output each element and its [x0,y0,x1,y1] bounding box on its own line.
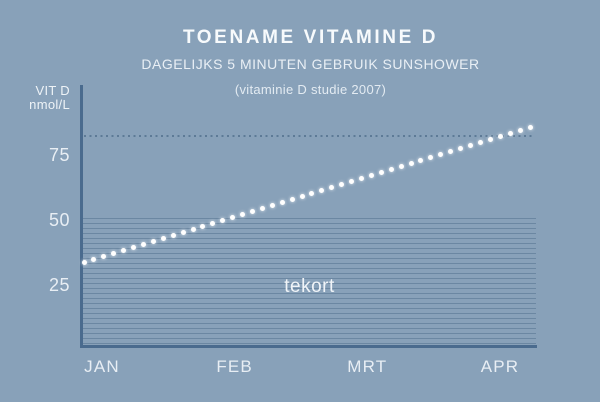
trend-dot [160,235,166,241]
trend-dot [210,220,216,226]
trend-dot [398,163,404,169]
trend-dot [507,130,513,136]
y-axis-label: VIT D nmol/L [0,84,70,112]
trend-dot [517,127,523,133]
trend-dot [150,238,156,244]
trend-dot [101,253,107,259]
trend-dot [329,184,335,190]
trend-dot [438,151,444,157]
trend-dot [487,136,493,142]
trend-dot [319,187,325,193]
trend-dot [91,256,97,262]
chart-title: TOENAME VITAMINE D [182,27,439,48]
trend-dot [131,244,137,250]
y-tick-50: 50 [48,210,70,230]
trend-dot [349,178,355,184]
trend-dot [200,223,206,229]
x-tick-jan: JAN [84,357,120,376]
y-axis [80,85,83,348]
trend-dot [339,181,345,187]
trend-dot [408,160,414,166]
trend-dot [458,145,464,151]
trend-dot [279,199,285,205]
trend-dot [140,241,146,247]
trend-dot [170,232,176,238]
trend-dot [497,133,503,139]
trend-dot [299,193,305,199]
reference-line [84,134,533,137]
x-tick-feb: FEB [216,357,253,376]
x-axis [80,345,537,348]
trend-dot [249,208,255,214]
chart-caption: (vitaminie D studie 2007) [234,82,387,97]
trend-dot [269,202,275,208]
trend-dot [81,259,87,265]
y-axis-label-line2: nmol/L [29,97,70,112]
x-tick-mrt: MRT [347,357,388,376]
trend-dot [240,211,246,217]
trend-dot [220,217,226,223]
trend-dot [468,142,474,148]
trend-dot [448,148,454,154]
trend-dot [190,226,196,232]
trend-dot [121,247,127,253]
y-axis-label-line1: VIT D [35,83,70,98]
trend-dot [428,154,434,160]
trend-dot [180,229,186,235]
trend-dot [309,190,315,196]
chart-subtitle: DAGELIJKS 5 MINUTEN GEBRUIK SUNSHOWER [141,56,480,72]
y-tick-75: 75 [48,145,70,165]
deficiency-zone: tekort [83,218,536,345]
y-tick-25: 25 [48,275,70,295]
trend-dot [230,214,236,220]
trend-dot [368,172,374,178]
deficiency-zone-label: tekort [284,275,335,297]
trend-dot [111,250,117,256]
trend-dot [388,166,394,172]
trend-dot [477,139,483,145]
x-tick-apr: APR [480,357,520,376]
trend-dot [418,157,424,163]
trend-dot [259,205,265,211]
trend-dot [289,196,295,202]
trend-dot [378,169,384,175]
trend-dot [527,124,533,130]
trend-dot [359,175,364,181]
